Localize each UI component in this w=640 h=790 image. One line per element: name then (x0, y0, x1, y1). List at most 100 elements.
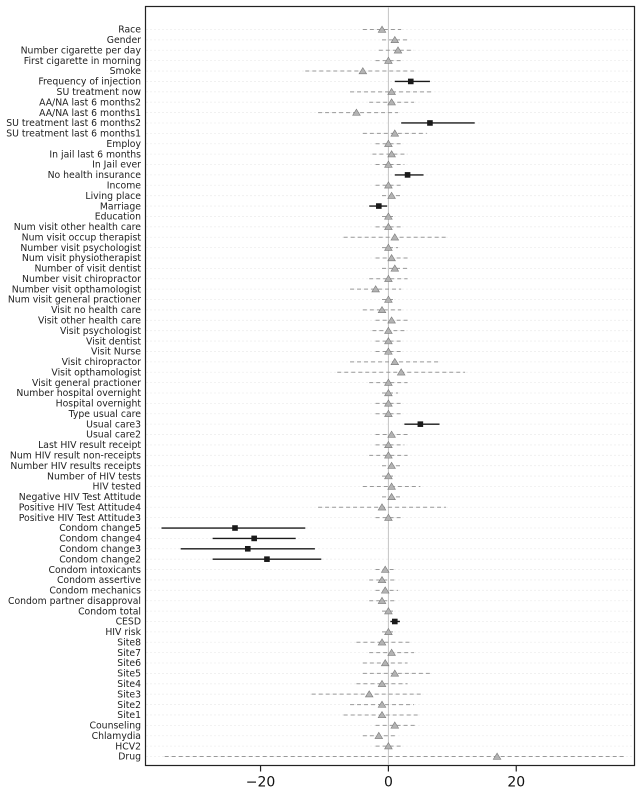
row-label: Site8 (117, 637, 141, 648)
row-label: Visit other health care (38, 316, 141, 327)
forest-row (369, 274, 408, 282)
row-label: AA/NA last 6 months1 (39, 108, 141, 119)
forest-row (362, 482, 421, 490)
row-label: Visit Nurse (91, 347, 141, 358)
row-label: Income (107, 180, 141, 191)
x-tick-label: 0 (384, 775, 393, 790)
point-marker (387, 461, 396, 469)
point-marker (384, 222, 393, 230)
point-marker (387, 150, 396, 158)
point-marker (232, 525, 238, 531)
forest-row (356, 638, 411, 646)
row-label: Visit general practioner (32, 378, 141, 389)
forest-row (311, 690, 424, 698)
row-label: Site7 (117, 648, 141, 659)
row-label: Visit dentist (86, 336, 141, 347)
point-marker (384, 212, 393, 220)
point-marker (380, 565, 390, 573)
point-marker (387, 191, 396, 199)
row-label: Num visit other health care (14, 222, 142, 233)
row-label: Number of visit dentist (34, 264, 141, 275)
row-label: Condom change2 (59, 554, 141, 565)
point-marker (384, 440, 393, 449)
point-marker (377, 679, 387, 687)
point-marker (407, 78, 414, 85)
row-label: Living place (85, 191, 141, 202)
row-label: Positive HIV Test Attitude4 (19, 502, 141, 513)
point-marker (364, 690, 374, 698)
forest-row (372, 150, 408, 158)
point-marker (384, 399, 393, 407)
row-label: CESD (116, 617, 141, 628)
forest-row (382, 389, 398, 397)
point-marker (377, 305, 387, 314)
forest-row (404, 421, 440, 427)
row-label: Usual care3 (86, 419, 141, 430)
row-label: HIV tested (92, 482, 141, 493)
forest-row (305, 67, 414, 75)
row-label: Type usual care (68, 409, 142, 420)
row-label: Condom assertive (57, 575, 141, 586)
point-marker (251, 535, 257, 542)
point-marker (244, 545, 251, 552)
forest-row (375, 316, 408, 324)
forest-row (369, 203, 388, 209)
forest-row (375, 409, 402, 417)
row-label: Site3 (117, 689, 141, 700)
row-label: Visit opthamologist (51, 367, 141, 378)
row-label: Drug (118, 752, 141, 763)
row-label: Condom intoxicants (49, 565, 142, 576)
forest-row (369, 596, 395, 604)
forest-row (164, 752, 625, 760)
forest-row (375, 347, 402, 355)
forest-row (375, 160, 405, 168)
point-marker (384, 451, 393, 459)
row-label: SU treatment now (57, 87, 142, 98)
forest-row (369, 575, 395, 584)
point-marker (380, 659, 390, 667)
point-marker (384, 295, 393, 303)
forest-row (375, 440, 405, 449)
row-label: Number hospital overnight (16, 388, 141, 399)
forest-row (382, 461, 402, 469)
point-marker (384, 513, 393, 521)
row-label: Visit chiropractor (62, 357, 142, 368)
point-marker (387, 482, 396, 490)
forest-row (362, 305, 402, 314)
forest-row (382, 212, 395, 220)
row-label: Chlamydia (92, 731, 141, 742)
point-marker (384, 347, 393, 355)
forest-row (369, 451, 408, 459)
forest-row (382, 627, 395, 635)
row-label: Race (118, 25, 141, 36)
row-label: Site4 (117, 679, 141, 690)
row-label: Positive HIV Test Attitude3 (19, 513, 141, 524)
forest-row (372, 326, 405, 334)
point-marker (387, 316, 396, 324)
point-marker (393, 46, 403, 54)
row-label: Condom change4 (59, 534, 141, 545)
forest-row (362, 25, 402, 33)
forest-row (375, 181, 402, 189)
forest-row (369, 648, 414, 656)
point-marker (391, 618, 398, 625)
point-marker (387, 254, 396, 262)
point-marker (384, 56, 393, 64)
forest-row (375, 139, 402, 147)
row-label: HCV2 (115, 741, 141, 752)
forest-row (394, 78, 430, 85)
point-marker (384, 274, 393, 282)
point-marker (384, 337, 393, 345)
forest-row (382, 35, 408, 43)
forest-row (369, 378, 408, 386)
forest-row (382, 295, 395, 303)
row-label: Num visit occup therapist (22, 232, 142, 243)
point-marker (384, 326, 393, 334)
forest-row (375, 721, 418, 729)
forest-row (375, 56, 402, 64)
forest-row (375, 222, 402, 230)
row-label: Negative HIV Test Attitude (19, 492, 141, 503)
row-label: Condom mechanics (49, 586, 141, 597)
